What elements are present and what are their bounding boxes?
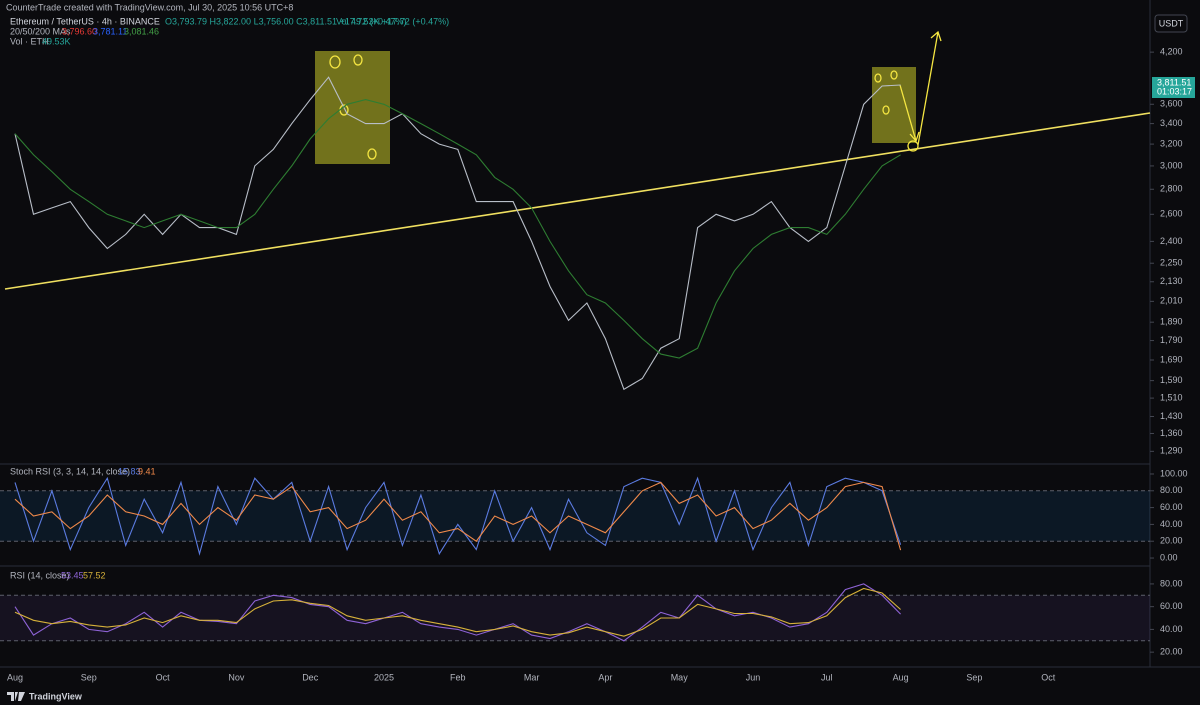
y-tick-label: 40.00 [1160, 624, 1183, 634]
price-tag [1152, 77, 1195, 98]
x-tick-label: Sep [81, 672, 97, 682]
series-line [14, 99, 901, 359]
credit: CounterTrade created with TradingView.co… [6, 2, 293, 12]
marker-circle [882, 105, 890, 115]
last-price: 3,811.51 [1157, 77, 1191, 87]
marker-circle [890, 70, 898, 80]
y-tick-label: 3,400 [1160, 118, 1183, 128]
footer: TradingView [29, 691, 83, 701]
symbol: Ethereum / TetherUS · 4h · BINANCE [10, 16, 160, 26]
y-tick-label: 20.00 [1160, 647, 1183, 657]
y-tick-label: 2,250 [1160, 258, 1183, 268]
ma20: 3,796.60 [62, 26, 97, 36]
x-tick-label: Dec [302, 672, 319, 682]
annotations [4, 30, 1151, 290]
ohlc: O3,793.79 H3,822.00 L3,756.00 C3,811.51 … [165, 16, 407, 26]
y-tick-label: 2,800 [1160, 184, 1183, 194]
arrow-down [899, 84, 920, 143]
ma-label: 20/50/200 MAs [10, 26, 71, 36]
x-tick-label: 2025 [374, 672, 394, 682]
x-tick-label: Jun [746, 672, 761, 682]
stoch-d: 9.41 [138, 466, 156, 476]
x-tick-label: Sep [966, 672, 982, 682]
series-line [14, 476, 902, 556]
x-tick-label: Aug [893, 672, 909, 682]
stoch-title: Stoch RSI (3, 3, 14, 14, close) [10, 466, 130, 476]
volume-value: 49.53K [42, 36, 71, 46]
x-tick-label: Mar [524, 672, 540, 682]
rsi-title: RSI (14, close) [10, 570, 70, 580]
x-tick-label: Jul [821, 672, 833, 682]
logo [7, 692, 25, 701]
series-line [14, 583, 901, 642]
x-tick-label: Oct [1041, 672, 1056, 682]
volume-label: Vol · ETH [10, 36, 49, 46]
y-tick-label: 2,130 [1160, 276, 1183, 286]
series-line [14, 587, 901, 637]
x-tick-label: Feb [450, 672, 466, 682]
x-tick-label: Oct [156, 672, 171, 682]
y-tick-label: 1,510 [1160, 392, 1183, 402]
rsi-ma: 57.52 [83, 570, 106, 580]
y-tick-label: 20.00 [1160, 536, 1183, 546]
countdown: 01:03:17 [1157, 86, 1192, 96]
y-tick-label: 3,600 [1160, 99, 1183, 109]
band-fill [0, 595, 1150, 641]
y-tick-label: 1,360 [1160, 428, 1183, 438]
y-tick-label: 80.00 [1160, 578, 1183, 588]
y-tick-label: 60.00 [1160, 502, 1183, 512]
series-line [14, 481, 902, 551]
ma200: 3,081.46 [124, 26, 159, 36]
y-tick-label: 1,290 [1160, 446, 1183, 456]
highlight-box [872, 67, 916, 143]
y-tick-label: 1,590 [1160, 375, 1183, 385]
currency-box[interactable] [1154, 14, 1188, 33]
y-tick-label: 1,890 [1160, 317, 1183, 327]
y-tick-label: 1,790 [1160, 335, 1183, 345]
y-tick-label: 4,200 [1160, 47, 1183, 57]
y-tick-label: 100.00 [1160, 468, 1188, 478]
ma50: 3,781.11 [93, 26, 127, 36]
arrow-up [917, 30, 942, 146]
trend-line [4, 112, 1151, 290]
marker-circle [367, 148, 377, 160]
y-tick-label: 2,010 [1160, 296, 1183, 306]
y-tick-label: 2,600 [1160, 209, 1183, 219]
y-tick-label: 60.00 [1160, 601, 1183, 611]
stoch-k: 15.83 [118, 466, 141, 476]
y-tick-label: 80.00 [1160, 485, 1183, 495]
y-tick-label: 2,400 [1160, 236, 1183, 246]
marker-circle [874, 73, 882, 83]
volume-change: Vol 49.53K +17.72 (+0.47%) [336, 16, 449, 26]
y-tick-label: 1,430 [1160, 411, 1183, 421]
series-line [14, 76, 901, 391]
highlight-box [315, 51, 390, 164]
x-tick-label: Aug [7, 672, 23, 682]
x-tick-label: Nov [228, 672, 245, 682]
y-tick-label: 3,200 [1160, 138, 1183, 148]
y-tick-label: 3,000 [1160, 160, 1183, 170]
currency[interactable]: USDT [1159, 18, 1184, 28]
y-tick-label: 1,690 [1160, 354, 1183, 364]
rsi-value: 53.45 [61, 570, 84, 580]
band-fill [0, 490, 1150, 542]
x-tick-label: Apr [598, 672, 612, 682]
marker-circle [353, 54, 363, 66]
marker-circle [907, 140, 919, 152]
y-tick-label: 0.00 [1160, 552, 1178, 562]
x-tick-label: May [671, 672, 689, 682]
y-tick-label: 40.00 [1160, 519, 1183, 529]
marker-circle [329, 55, 341, 69]
